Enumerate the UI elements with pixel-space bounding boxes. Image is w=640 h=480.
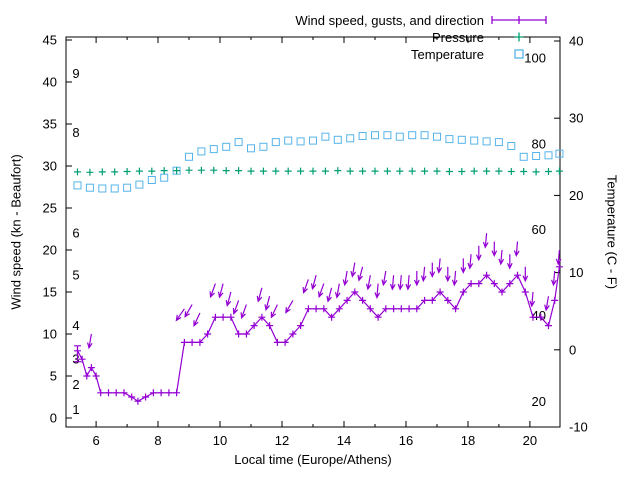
svg-text:8: 8: [72, 125, 79, 140]
wind-errorbar: [74, 345, 81, 363]
svg-text:35: 35: [43, 117, 57, 132]
pressure-series: [74, 166, 563, 176]
svg-text:2: 2: [72, 377, 79, 392]
legend-wind-label: Wind speed, gusts, and direction: [295, 12, 484, 28]
svg-text:80: 80: [532, 136, 546, 151]
svg-text:-10: -10: [569, 420, 588, 435]
svg-text:25: 25: [43, 201, 57, 216]
legend-temperature-label: Temperature: [411, 46, 484, 62]
svg-text:5: 5: [50, 369, 57, 384]
svg-text:20: 20: [43, 243, 57, 258]
temperature-square-sample-icon: [514, 49, 524, 59]
wind-errorbar-sample-icon: [491, 16, 547, 24]
svg-text:30: 30: [569, 111, 583, 126]
svg-text:5: 5: [72, 268, 79, 283]
pressure-plus-sample-icon: [514, 32, 524, 42]
svg-text:100: 100: [524, 51, 546, 66]
svg-text:6: 6: [92, 433, 99, 448]
svg-text:8: 8: [154, 433, 161, 448]
svg-text:4: 4: [72, 318, 79, 333]
plot-border: [65, 36, 561, 428]
svg-text:18: 18: [461, 433, 475, 448]
svg-text:60: 60: [532, 222, 546, 237]
svg-text:6: 6: [72, 226, 79, 241]
svg-text:40: 40: [569, 34, 583, 49]
svg-text:30: 30: [43, 159, 57, 174]
svg-text:15: 15: [43, 285, 57, 300]
legend-row-temperature: Temperature: [295, 46, 548, 62]
gust-direction-arrows: [87, 233, 562, 350]
left-axis-ticks: 0 5 10 15 20 25 30 35 40 45: [43, 33, 72, 426]
x-axis-ticks: 6 8 10 12 14 16 18 20: [92, 37, 537, 448]
right-axis-ticks: -10 0 10 20 30 40: [554, 34, 588, 435]
left-axis-label: Wind speed (kn - Beaufort): [8, 154, 24, 310]
x-axis-label: Local time (Europe/Athens): [234, 452, 392, 467]
svg-text:10: 10: [213, 433, 227, 448]
right-axis-label: Temperature (C - F): [604, 174, 620, 290]
svg-text:9: 9: [72, 66, 79, 81]
svg-text:20: 20: [532, 394, 546, 409]
legend-row-pressure: Pressure: [295, 29, 548, 45]
svg-text:12: 12: [275, 433, 289, 448]
svg-text:40: 40: [43, 75, 57, 90]
svg-text:45: 45: [43, 33, 57, 48]
beaufort-scale-labels: 1 2 3 4 5 6 8 9: [72, 66, 79, 417]
svg-text:3: 3: [72, 352, 79, 367]
svg-text:10: 10: [43, 327, 57, 342]
temperature-series: [73, 131, 564, 193]
svg-text:16: 16: [399, 433, 413, 448]
svg-text:1: 1: [72, 402, 79, 417]
svg-text:10: 10: [569, 265, 583, 280]
svg-text:20: 20: [523, 433, 537, 448]
legend-pressure-label: Pressure: [431, 29, 484, 45]
svg-text:20: 20: [569, 188, 583, 203]
wind-speed-series: [74, 263, 563, 405]
legend-row-wind: Wind speed, gusts, and direction: [295, 12, 548, 28]
legend: Wind speed, gusts, and direction Pressur…: [295, 12, 548, 62]
svg-text:0: 0: [50, 411, 57, 426]
svg-text:0: 0: [569, 342, 576, 357]
svg-text:14: 14: [337, 433, 351, 448]
